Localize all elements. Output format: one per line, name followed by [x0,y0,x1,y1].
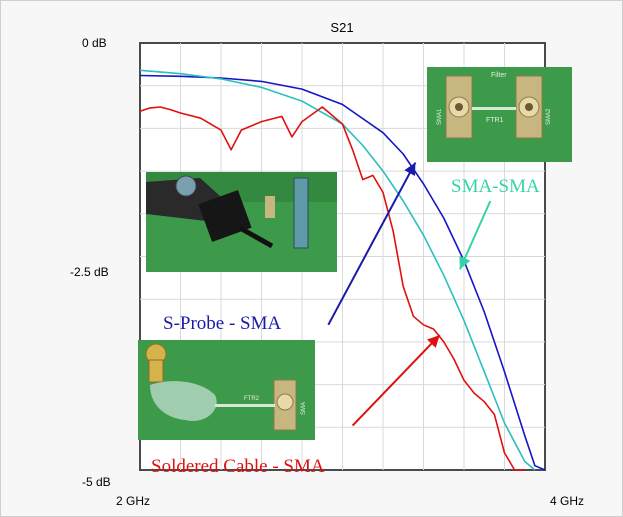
series-line-soldered-cable-sma [139,106,525,471]
series-line-sma-sma [139,69,536,471]
x-tick-label-0: 2 GHz [116,494,150,508]
photo-s-probe [146,172,337,272]
photo-label-filter: Filter [491,72,507,79]
photo-label-ftr2: FTR2 [244,396,260,402]
arrow-layer [327,162,492,427]
x-tick-label-1: 4 GHz [550,494,584,508]
photo-label-sma-small: SMA [301,402,307,415]
y-tick-label-0: 0 dB [82,36,107,50]
y-tick-label-1: -2.5 dB [70,265,109,279]
photo-soldered-cable: FTR2 SMA [138,340,315,440]
annotation-arrow-0 [327,162,417,326]
photo-label-sma1: SMA1 [437,108,443,125]
annotation-s-probe-sma: S-Probe - SMA [163,313,282,334]
y-tick-label-2: -5 dB [82,475,111,489]
annotation-arrowhead-2 [427,335,440,348]
photo-filter-board: Filter FTR1 SMA1 SMA2 [427,67,572,162]
photo-label-sma2: SMA2 [546,108,552,125]
annotation-arrow-2 [351,334,441,427]
annotation-soldered-cable-sma: Soldered Cable - SMA [151,456,325,477]
annotation-arrow-1 [459,200,492,270]
annotation-arrowhead-0 [404,162,416,176]
chart-title: S21 [330,20,353,35]
annotation-sma-sma: SMA-SMA [451,176,540,197]
annotation-arrowhead-1 [459,255,471,270]
photo-label-ftr1: FTR1 [486,117,504,124]
